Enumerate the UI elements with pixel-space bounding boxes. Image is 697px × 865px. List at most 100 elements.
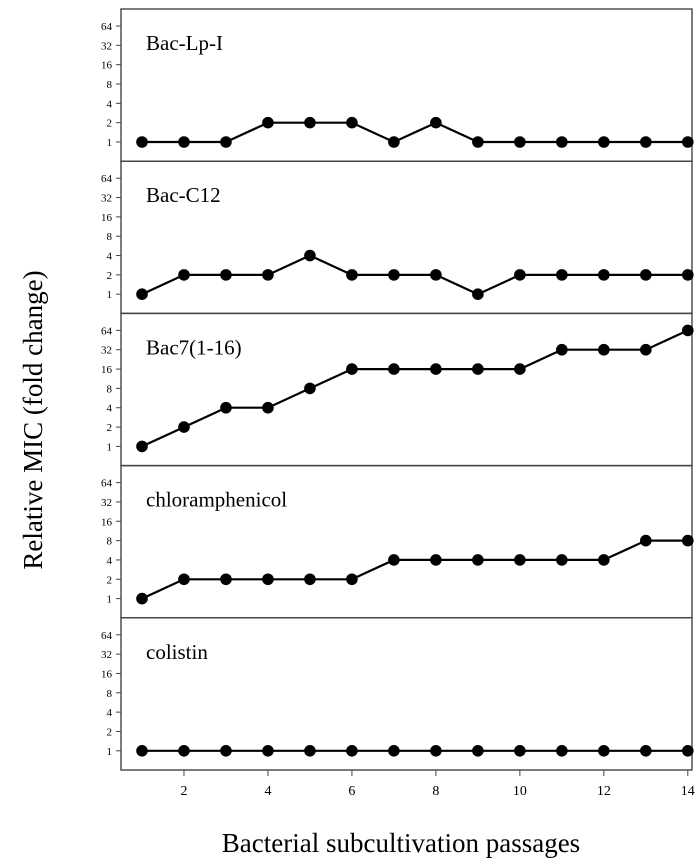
series-line	[142, 121, 688, 144]
data-point	[556, 745, 568, 757]
y-tick-label: 8	[107, 79, 113, 91]
panel-5: 1 2 4 8 16 32 64 colistin	[101, 617, 694, 771]
panel-2: 1 2 4 8 16 32 64 Bac-C12	[101, 160, 694, 315]
data-point	[430, 363, 442, 375]
data-point	[388, 269, 400, 281]
y-tick-label: 1	[107, 441, 113, 453]
series-line	[141, 329, 689, 448]
y-tick-label: 2	[107, 270, 113, 282]
data-point	[220, 401, 232, 414]
y-tick-label: 64	[101, 478, 113, 490]
y-tick-label: 8	[107, 536, 113, 548]
data-point	[346, 116, 358, 129]
data-point	[640, 269, 652, 281]
y-tick-label: 1	[107, 289, 113, 301]
data-point	[682, 745, 694, 757]
data-point	[304, 116, 316, 129]
data-point	[430, 554, 442, 566]
y-tick-label: 2	[107, 726, 113, 738]
data-point	[262, 269, 274, 281]
data-point	[514, 745, 526, 757]
x-axis: 2 4 6 8 10 12 14	[180, 770, 695, 799]
y-axis-title: Relative MIC (fold change)	[18, 270, 48, 569]
y-tick-label: 64	[101, 21, 113, 33]
y-tick-label: 4	[107, 251, 113, 263]
data-point	[640, 343, 652, 356]
x-axis-title: Bacterial subcultivation passages	[222, 828, 580, 858]
data-point	[304, 249, 316, 262]
x-tick-label: 2	[180, 784, 187, 799]
y-tick-label: 64	[101, 630, 113, 642]
y-tick-label: 32	[101, 345, 112, 357]
panel-title: Bac-C12	[146, 183, 221, 207]
data-point	[598, 269, 610, 281]
y-tick-label: 1	[107, 594, 113, 606]
data-point	[430, 745, 442, 757]
panel-title: Bac7(1-16)	[146, 335, 242, 359]
y-tick-label: 16	[101, 212, 113, 224]
data-point	[682, 324, 694, 337]
panels: 1248163264Bac-Lp-I1248163264Bac-C1212481…	[101, 8, 694, 771]
y-tick-label: 8	[107, 383, 113, 395]
data-point	[346, 363, 358, 375]
data-point	[262, 573, 274, 586]
data-point	[556, 343, 568, 356]
x-tick-label: 10	[513, 784, 527, 799]
data-point	[682, 269, 694, 281]
data-point	[556, 269, 568, 281]
data-point	[598, 554, 610, 566]
data-point	[514, 269, 526, 281]
data-point	[514, 363, 526, 375]
data-point	[136, 136, 148, 148]
data-point	[136, 592, 148, 605]
data-point	[136, 288, 148, 301]
data-point	[220, 745, 232, 757]
panel-4: 1 2 4 8 16 32 64 chloramphenicol	[101, 464, 694, 619]
data-point	[220, 573, 232, 586]
y-tick-label: 1	[107, 137, 113, 149]
x-tick-label: 14	[681, 784, 695, 799]
data-point	[514, 136, 526, 148]
data-point	[346, 573, 358, 586]
data-point	[220, 136, 232, 148]
y-tick-label: 64	[101, 325, 113, 337]
series-line	[141, 254, 688, 296]
data-point	[136, 745, 148, 757]
x-tick-label: 4	[264, 784, 271, 799]
data-point	[556, 136, 568, 148]
y-tick-label: 2	[107, 118, 113, 130]
panel-title: chloramphenicol	[146, 488, 287, 512]
data-point	[682, 534, 694, 547]
y-tick-label: 16	[101, 60, 113, 72]
panel-3: 1 2 4 8 16 32 64 Bac7(1-16)	[101, 312, 694, 467]
data-point	[346, 269, 358, 281]
y-tick-label: 32	[101, 649, 112, 661]
y-tick-label: 4	[107, 707, 113, 719]
data-point	[262, 401, 274, 414]
data-point	[178, 136, 190, 148]
data-point	[472, 363, 484, 375]
y-tick-label: 16	[101, 516, 113, 528]
data-point	[640, 745, 652, 757]
data-point	[304, 745, 316, 757]
data-point	[430, 116, 442, 129]
y-tick-label: 2	[107, 574, 113, 586]
y-tick-label: 1	[107, 746, 113, 758]
data-point	[472, 288, 484, 301]
data-point	[472, 554, 484, 566]
y-tick-label: 2	[107, 422, 113, 434]
data-point	[598, 343, 610, 356]
data-point	[430, 269, 442, 281]
data-point	[262, 116, 274, 129]
data-point	[556, 554, 568, 566]
y-tick-label: 4	[107, 403, 113, 415]
x-tick-label: 8	[432, 784, 439, 799]
y-tick-label: 16	[101, 668, 113, 680]
data-point	[682, 136, 694, 148]
data-point	[388, 363, 400, 375]
y-tick-label: 8	[107, 688, 113, 700]
data-point	[346, 745, 358, 757]
y-tick-label: 32	[101, 497, 112, 509]
data-point	[178, 421, 190, 433]
